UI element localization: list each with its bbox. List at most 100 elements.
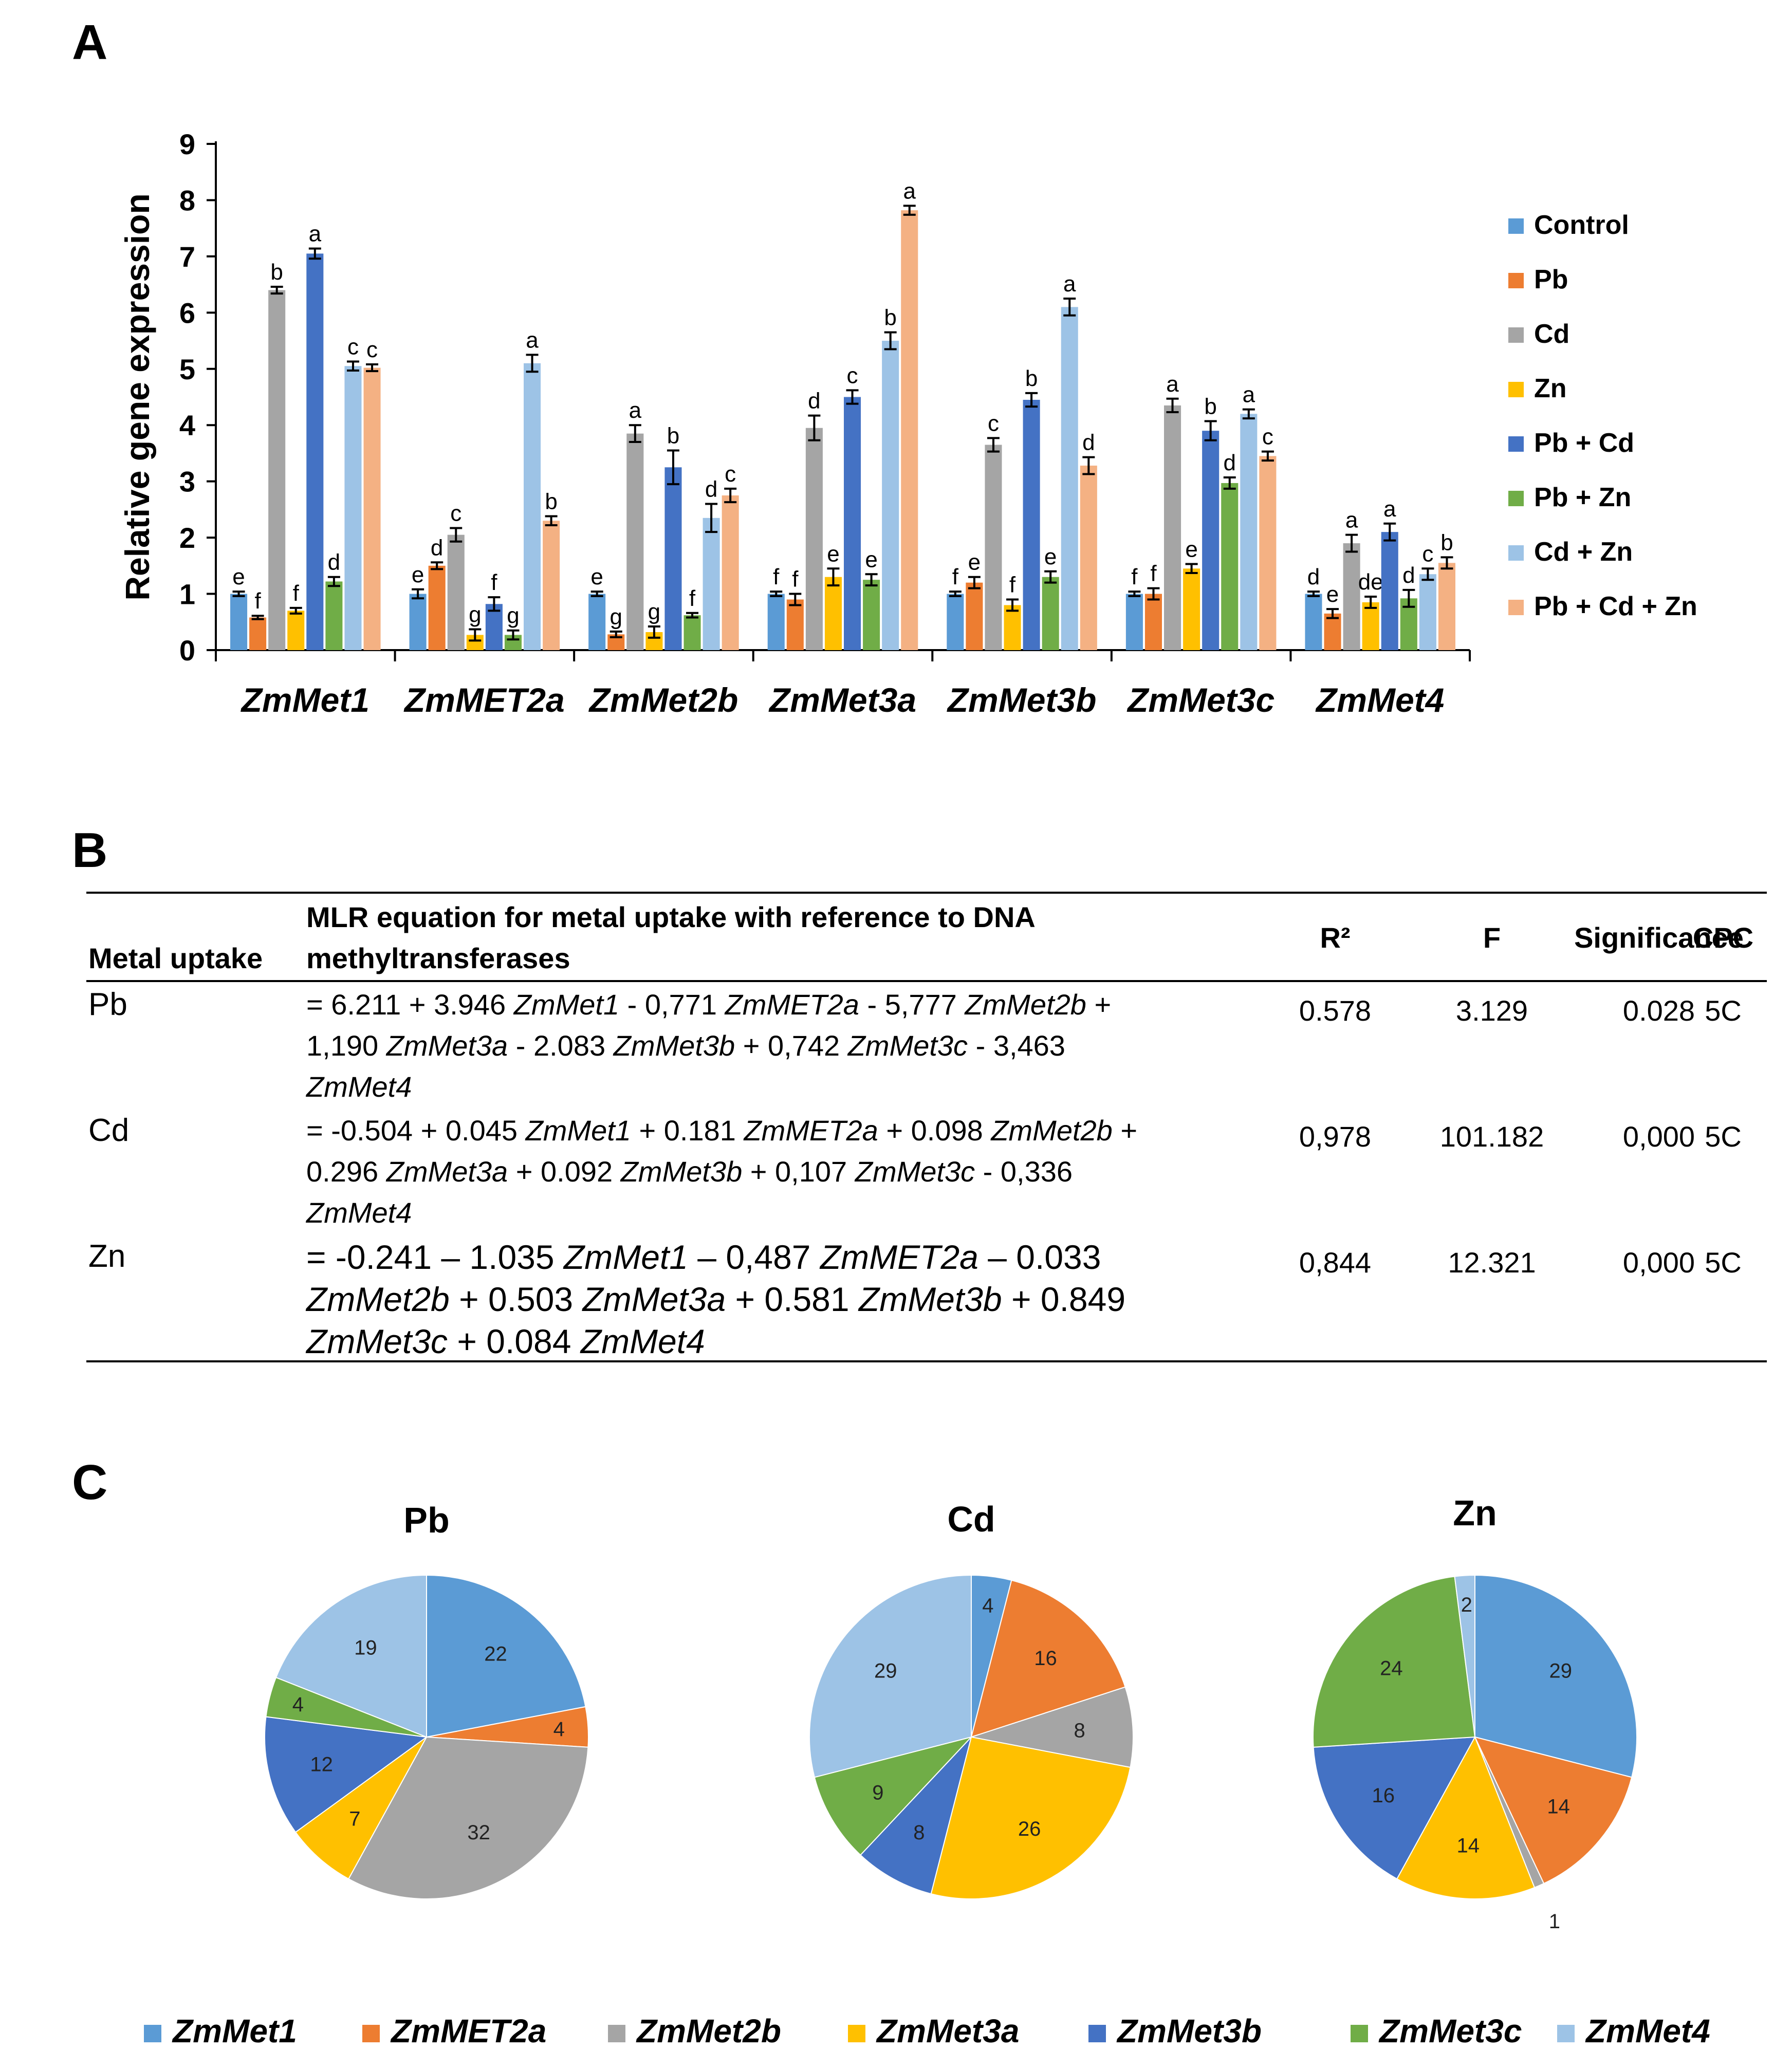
gene-term: ZmMet3c	[855, 1155, 975, 1188]
error-bar-zmmet3c-zn	[1185, 563, 1198, 575]
error-bar-zmmet3c-control	[1128, 590, 1141, 597]
header-metal-uptake: Metal uptake	[88, 942, 263, 974]
bar-zmmet2b-control	[588, 594, 606, 650]
bar-zmmet1-pb-cd-zn	[363, 367, 381, 650]
table-bottom-rule	[86, 1360, 1767, 1362]
equation-text: - 5,777	[859, 988, 965, 1021]
bar-zmmet4-pb-cd-zn	[1438, 563, 1455, 650]
row-equation-pb: = 6.211 + 3.946 ZmMet1 - 0,771 ZmMET2a -…	[306, 984, 1283, 1107]
error-bar-zmmet3c-pb-cd-zn	[1261, 450, 1274, 462]
equation-text: + 0.084	[448, 1322, 581, 1360]
gene-term: ZmMet1	[525, 1114, 631, 1147]
pie-legend-label-zmmet1: ZmMet1	[172, 2012, 297, 2049]
pie-slice-zn-zmmet3c	[1313, 1576, 1476, 1748]
error-bar-zmmet1-cd-zn	[346, 360, 359, 372]
pie-data-label: 22	[484, 1642, 507, 1665]
equation-text: = 6.211 + 3.946	[306, 988, 514, 1021]
pie-slice-cd-zmmet3c	[814, 1736, 973, 1856]
equation-line: ZmMet2b + 0.503 ZmMet3a + 0.581 ZmMet3b …	[306, 1278, 1283, 1320]
error-bar-zmmet2a-cd	[450, 527, 463, 543]
bar-zmmet3a-cd	[805, 428, 823, 650]
error-bar-zmmet3a-pb	[789, 593, 802, 606]
header-cpc: CPC	[1692, 921, 1754, 954]
error-bar-zmmet3c-cd	[1166, 397, 1179, 414]
gene-term: ZmMET2a	[725, 988, 859, 1021]
equation-text: –	[697, 1238, 717, 1276]
bar-zmmet3a-pb-zn	[863, 580, 880, 650]
row-cpc-cd: 5C	[1705, 1120, 1742, 1153]
significance-letter: f	[773, 564, 780, 589]
bar-zmmet3b-cd	[985, 445, 1002, 650]
header-significance: Significance	[1574, 921, 1744, 954]
bar-zmmet3a-cd-zn	[882, 341, 899, 650]
pie-legend-label-zmmet2b: ZmMet2b	[636, 2012, 781, 2049]
significance-letter: c	[725, 461, 736, 487]
significance-letter: e	[412, 562, 424, 587]
legend-swatch-pb-zn	[1508, 491, 1524, 506]
bar-zmmet1-pb-zn	[325, 581, 343, 650]
gene-term: ZmMET2a	[744, 1114, 878, 1147]
significance-letter: c	[1422, 541, 1433, 566]
y-tick-label: 0	[179, 634, 195, 667]
error-bar-zmmet3a-pb-zn	[865, 573, 878, 587]
row-metal-cd: Cd	[88, 1113, 130, 1148]
category-label-zmmet2b: ZmMet2b	[588, 681, 738, 719]
panel-label-c: C	[72, 1455, 108, 1510]
pie-slice-cd-zmmet2b	[971, 1686, 1134, 1768]
pie-slice-cd-zmmet2a	[970, 1579, 1126, 1738]
pie-data-label: 1	[1549, 1910, 1560, 1933]
header-f: F	[1483, 921, 1501, 954]
error-bar-zmmet4-pb	[1326, 608, 1339, 619]
significance-letter: c	[347, 335, 359, 360]
significance-letter: b	[1025, 366, 1038, 391]
significance-letter: f	[1131, 564, 1138, 589]
bar-zmmet3b-pb-cd-zn	[1080, 466, 1097, 650]
significance-letter: e	[590, 564, 603, 589]
pie-legend-swatch-zmmet1	[144, 2025, 161, 2042]
equation-text: = -0.504 + 0.045	[306, 1114, 526, 1147]
gene-term: ZmMet3a	[386, 1029, 508, 1062]
significance-letter: e	[827, 541, 839, 566]
pie-data-label: 9	[872, 1781, 883, 1804]
pie-data-label: 8	[913, 1821, 925, 1844]
y-tick-label: 8	[179, 184, 195, 216]
pie-data-label: 32	[467, 1821, 490, 1844]
error-bar-zmmet1-pb-zn	[327, 576, 340, 587]
equation-text: + 0.503	[449, 1280, 583, 1318]
bar-zmmet1-zn	[287, 611, 305, 650]
significance-letter: a	[1383, 496, 1396, 522]
bar-zmmet3b-cd-zn	[1061, 307, 1078, 650]
equation-text: - 0,771	[619, 988, 725, 1021]
pie-legend-swatch-zmmet2b	[608, 2025, 625, 2042]
significance-letter: f	[1009, 573, 1016, 598]
error-bar-zmmet2b-pb-cd	[667, 449, 679, 486]
significance-letter: d	[1307, 564, 1320, 589]
row-metal-pb: Pb	[88, 987, 127, 1022]
error-bar-zmmet2b-cd-zn	[705, 503, 718, 533]
gene-term: ZmMet3b	[613, 1029, 735, 1062]
equation-text: –	[988, 1238, 1007, 1276]
bar-zmmet3b-pb-zn	[1042, 577, 1059, 650]
error-bar-zmmet1-pb-cd	[308, 247, 321, 260]
significance-letter: b	[545, 489, 557, 514]
gene-term: ZmMet3b	[620, 1155, 743, 1188]
y-tick-label: 2	[179, 522, 195, 554]
row-cpc-pb: 5C	[1705, 994, 1742, 1027]
significance-letter: d	[1224, 450, 1236, 475]
equation-text	[978, 1238, 988, 1276]
error-bar-zmmet2a-pb-cd-zn	[545, 515, 558, 527]
equation-line: = -0.241 – 1.035 ZmMet1 – 0,487 ZmMET2a …	[306, 1236, 1283, 1278]
gene-term: ZmMet4	[306, 1196, 412, 1229]
significance-letter: a	[903, 178, 916, 204]
significance-letter: f	[254, 588, 261, 614]
error-bar-zmmet4-cd	[1345, 533, 1358, 553]
equation-line: 0.296 ZmMet3a + 0.092 ZmMet3b + 0,107 Zm…	[306, 1151, 1283, 1192]
significance-letter: g	[507, 603, 519, 629]
gene-term: ZmMet3c	[847, 1029, 968, 1062]
pie-data-label: 7	[349, 1807, 360, 1830]
gene-term: ZmMet1	[563, 1238, 688, 1276]
bar-zmmet3c-cd-zn	[1240, 414, 1258, 650]
bar-zmmet3a-pb-cd	[844, 397, 861, 650]
legend-label-pb-zn: Pb + Zn	[1534, 483, 1631, 512]
row-cpc-zn: 5C	[1705, 1246, 1742, 1279]
